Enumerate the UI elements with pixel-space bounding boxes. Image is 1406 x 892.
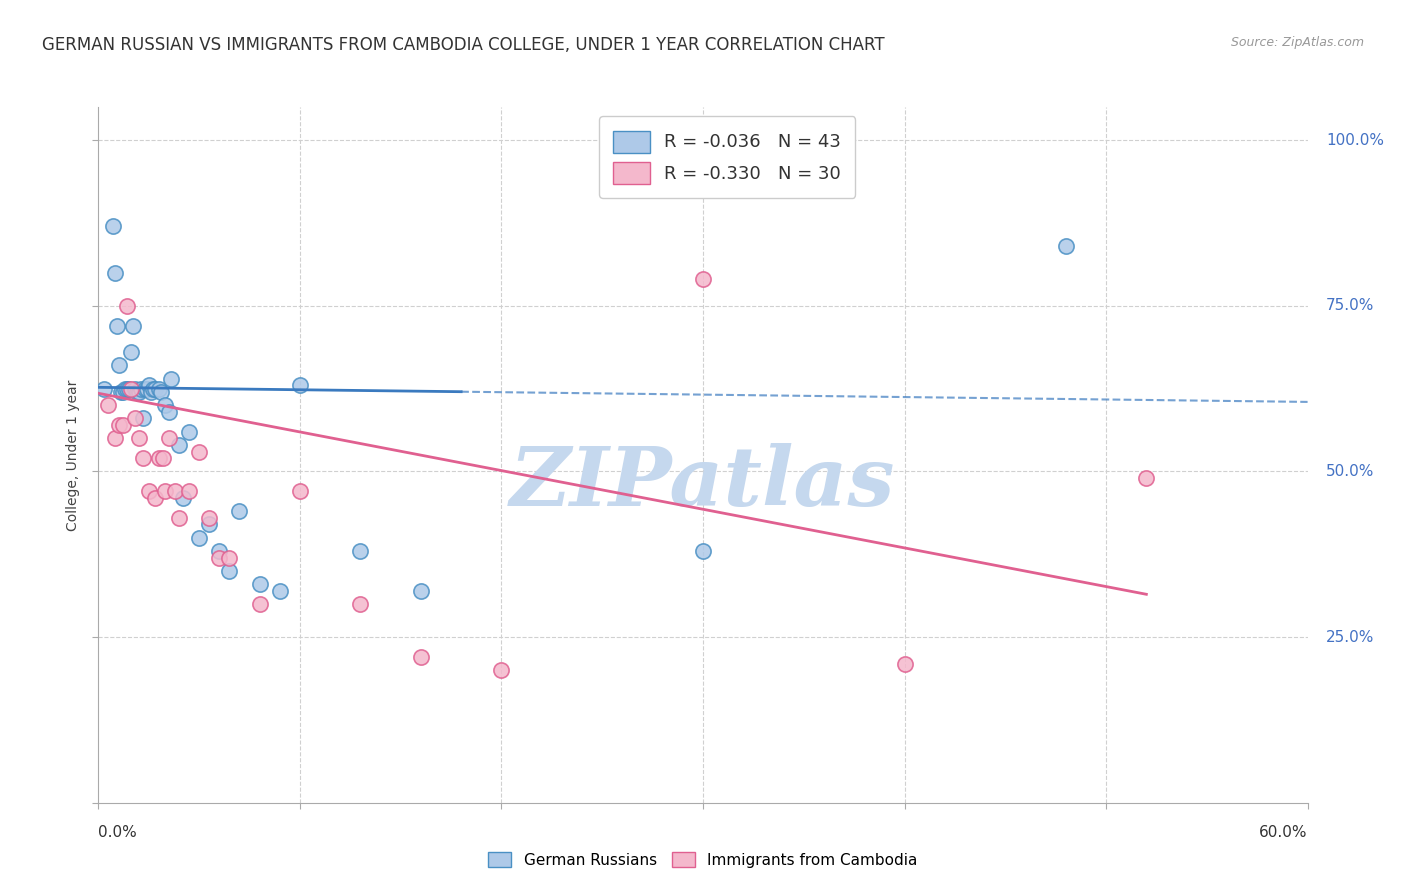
Point [124,411,146,425]
Point [138,484,160,499]
Point [157,405,180,419]
Point [125,384,148,399]
Point [218,550,240,565]
Point [153,398,176,412]
Text: 50.0%: 50.0% [1326,464,1374,479]
Point [249,597,271,611]
Point [153,484,176,499]
Text: ZIPatlas: ZIPatlas [510,442,896,523]
Point [101,219,124,234]
Point [288,378,311,392]
Point [111,418,134,433]
Point [269,583,291,598]
Point [97,398,120,412]
Text: Source: ZipAtlas.com: Source: ZipAtlas.com [1230,36,1364,49]
Point [124,382,146,396]
Point [128,384,150,399]
Point [138,378,160,392]
Point [103,431,125,445]
Point [409,650,432,665]
Point [893,657,915,671]
Text: 60.0%: 60.0% [1260,825,1308,840]
Point [177,484,201,499]
Point [349,544,371,558]
Point [349,597,371,611]
Point [692,544,714,558]
Point [139,384,162,399]
Point [167,511,190,525]
Point [114,382,136,396]
Point [132,411,155,425]
Point [120,345,142,359]
Point [188,531,211,545]
Point [188,444,211,458]
Y-axis label: College, Under 1 year: College, Under 1 year [66,379,80,531]
Text: 25.0%: 25.0% [1326,630,1374,645]
Point [228,504,250,518]
Point [118,382,141,396]
Point [128,431,150,445]
Point [115,299,138,313]
Point [208,550,231,565]
Point [152,451,174,466]
Point [157,431,180,445]
Point [105,318,128,333]
Point [218,564,240,578]
Point [143,382,166,396]
Point [111,384,134,399]
Point [103,266,125,280]
Point [198,511,221,525]
Point [409,583,432,598]
Point [208,544,231,558]
Point [1135,471,1157,485]
Point [692,272,714,286]
Point [121,318,143,333]
Point [491,663,513,677]
Point [198,517,221,532]
Legend: R = -0.036   N = 43, R = -0.330   N = 30: R = -0.036 N = 43, R = -0.330 N = 30 [599,116,855,198]
Point [163,484,186,499]
Point [177,425,201,439]
Point [148,382,170,396]
Point [115,382,138,396]
Point [149,384,172,399]
Point [132,451,155,466]
Point [160,372,183,386]
Point [110,384,132,399]
Point [172,491,194,505]
Legend: German Russians, Immigrants from Cambodia: German Russians, Immigrants from Cambodi… [481,844,925,875]
Point [135,382,157,396]
Point [1054,239,1077,253]
Text: GERMAN RUSSIAN VS IMMIGRANTS FROM CAMBODIA COLLEGE, UNDER 1 YEAR CORRELATION CHA: GERMAN RUSSIAN VS IMMIGRANTS FROM CAMBOD… [42,36,884,54]
Text: 100.0%: 100.0% [1326,133,1384,148]
Point [288,484,311,499]
Text: 75.0%: 75.0% [1326,298,1374,313]
Point [148,451,170,466]
Point [249,577,271,591]
Point [167,438,190,452]
Text: 0.0%: 0.0% [98,825,138,840]
Point [129,382,152,396]
Point [134,382,156,396]
Point [93,382,115,396]
Point [107,418,129,433]
Point [107,359,129,373]
Point [120,382,142,396]
Point [143,491,166,505]
Point [142,382,165,396]
